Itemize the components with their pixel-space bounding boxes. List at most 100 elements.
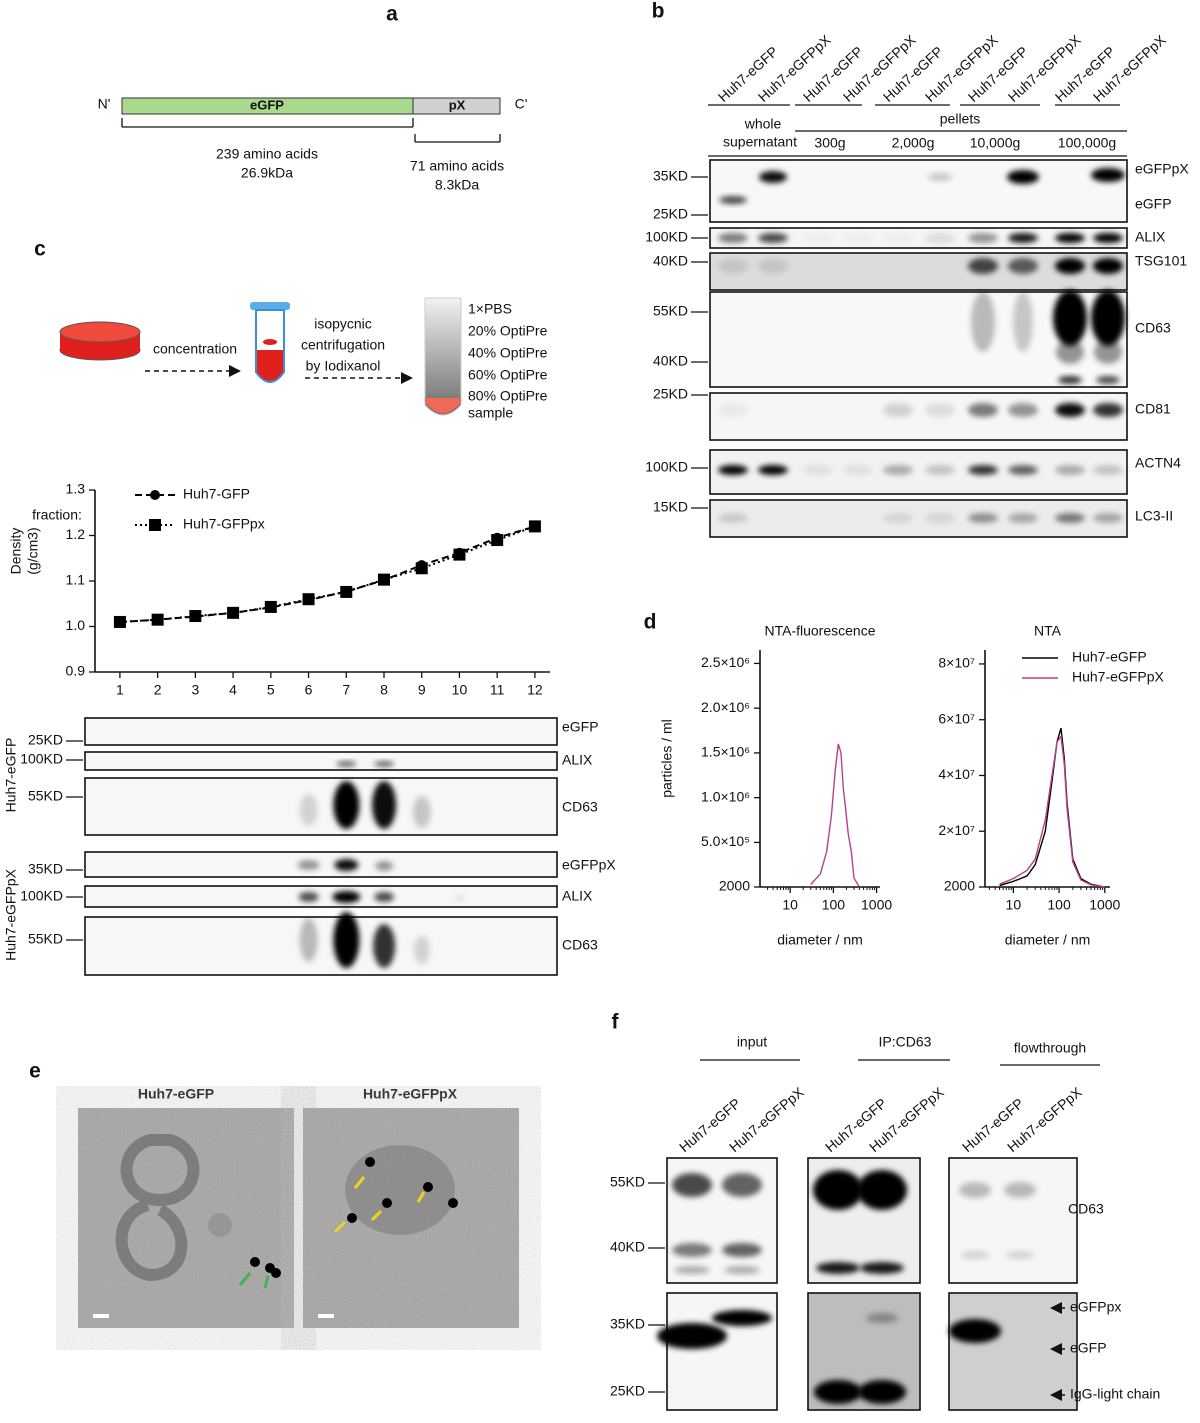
step-label: concentration [153,341,237,357]
y-tick-label: 2000 [944,878,975,894]
y-tick-label: 1.0×10⁶ [701,788,750,804]
band [928,173,952,181]
chart-title: NTA [1034,623,1062,639]
protein-label: eGFPpX [562,857,616,873]
band [657,1323,727,1349]
band [968,403,998,417]
series-line [119,525,536,623]
protein-label: TSG101 [1135,253,1187,269]
band [803,465,833,475]
blot [84,885,558,908]
protein-label: LC3-II [1135,508,1173,524]
panel-label: a [386,3,398,26]
band [883,233,913,243]
mw-marker: 100KD [645,459,688,475]
band [1091,290,1125,346]
group-label: supernatant [723,134,797,150]
x-tick-label: 10 [1006,897,1022,913]
gold-particle [365,1157,375,1167]
protein-label: IgG-light chain [1070,1386,1160,1402]
band [333,912,360,968]
band [372,781,397,829]
band [925,233,955,243]
band [374,892,395,902]
dish [59,321,141,343]
blot [666,1292,778,1411]
panel-label: d [644,611,657,634]
mw-marker: 55KD [28,788,63,804]
blot [84,851,558,878]
y-axis-label: particles / ml [659,719,675,798]
layer-label: 60% OptiPre [468,367,548,383]
group-label: Huh7-eGFP [3,738,19,813]
mw-marker: 100KD [20,888,63,904]
group-label: whole [744,116,782,132]
blot [84,777,558,836]
y-tick-label: 4×10⁷ [938,766,975,782]
series-line [999,727,1105,888]
em-arrow [370,1209,383,1222]
band [803,233,833,243]
band [1091,168,1125,182]
blot [84,916,558,976]
series-line [119,525,536,623]
step-label: isopycnic [314,316,372,332]
legend-label: Huh7-GFPpx [183,516,265,532]
mw-marker: 40KD [653,353,688,369]
mw-marker: 40KD [653,253,688,269]
y-tick-label: 2.5×10⁶ [701,654,750,670]
scale-bar [93,1314,109,1318]
band [1008,465,1038,475]
mw-marker: 25KD [653,386,688,402]
step-label: centrifugation [301,337,385,353]
band [1093,403,1123,417]
band [712,1310,772,1326]
blot [709,227,1128,249]
protein-label: CD63 [562,799,598,815]
step-label: by Iodixanol [306,358,381,374]
protein-label: ACTN4 [1135,455,1181,471]
band [1055,233,1085,243]
protein-label: eGFP [1135,196,1172,212]
protein-label: CD63 [562,937,598,953]
band [949,1319,1001,1343]
y-axis-label: (g/cm3) [25,527,41,574]
band [1093,513,1123,523]
x-tick-label: 12 [527,682,543,698]
band [971,292,995,352]
protein-label: CD63 [1135,320,1171,336]
x-tick-label: 1000 [861,897,892,913]
protein-label: ALIX [1135,229,1166,245]
y-axis-label: Density [8,528,24,575]
band [883,465,913,475]
em-arrow [263,1275,270,1289]
y-tick-label: 1.3 [66,481,86,497]
c-terminus: C' [515,96,528,112]
em-noise [303,1108,519,1328]
band [857,1170,907,1210]
band [672,1243,712,1257]
band [373,924,396,968]
image-title: Huh7-eGFPpX [363,1086,458,1102]
panel-label: e [29,1060,41,1083]
band [724,1266,760,1274]
group-label: Huh7-eGFPpX [3,868,19,960]
mw-marker: 100KD [20,751,63,767]
fraction-label: 300g [814,135,845,151]
y-tick-label: 1.1 [66,572,86,588]
blot [84,751,558,771]
band [968,513,998,523]
band [334,859,359,871]
gold-particle [382,1198,392,1208]
series-line [999,734,1105,888]
band [1055,513,1085,523]
layer-label: 80% OptiPre [468,388,548,404]
band [968,465,998,475]
mw-marker: 100KD [645,229,688,245]
band [843,465,873,475]
band [759,171,787,183]
band [866,1313,898,1323]
point [415,562,428,575]
band [674,1266,710,1274]
x-tick-label: 4 [229,682,237,698]
